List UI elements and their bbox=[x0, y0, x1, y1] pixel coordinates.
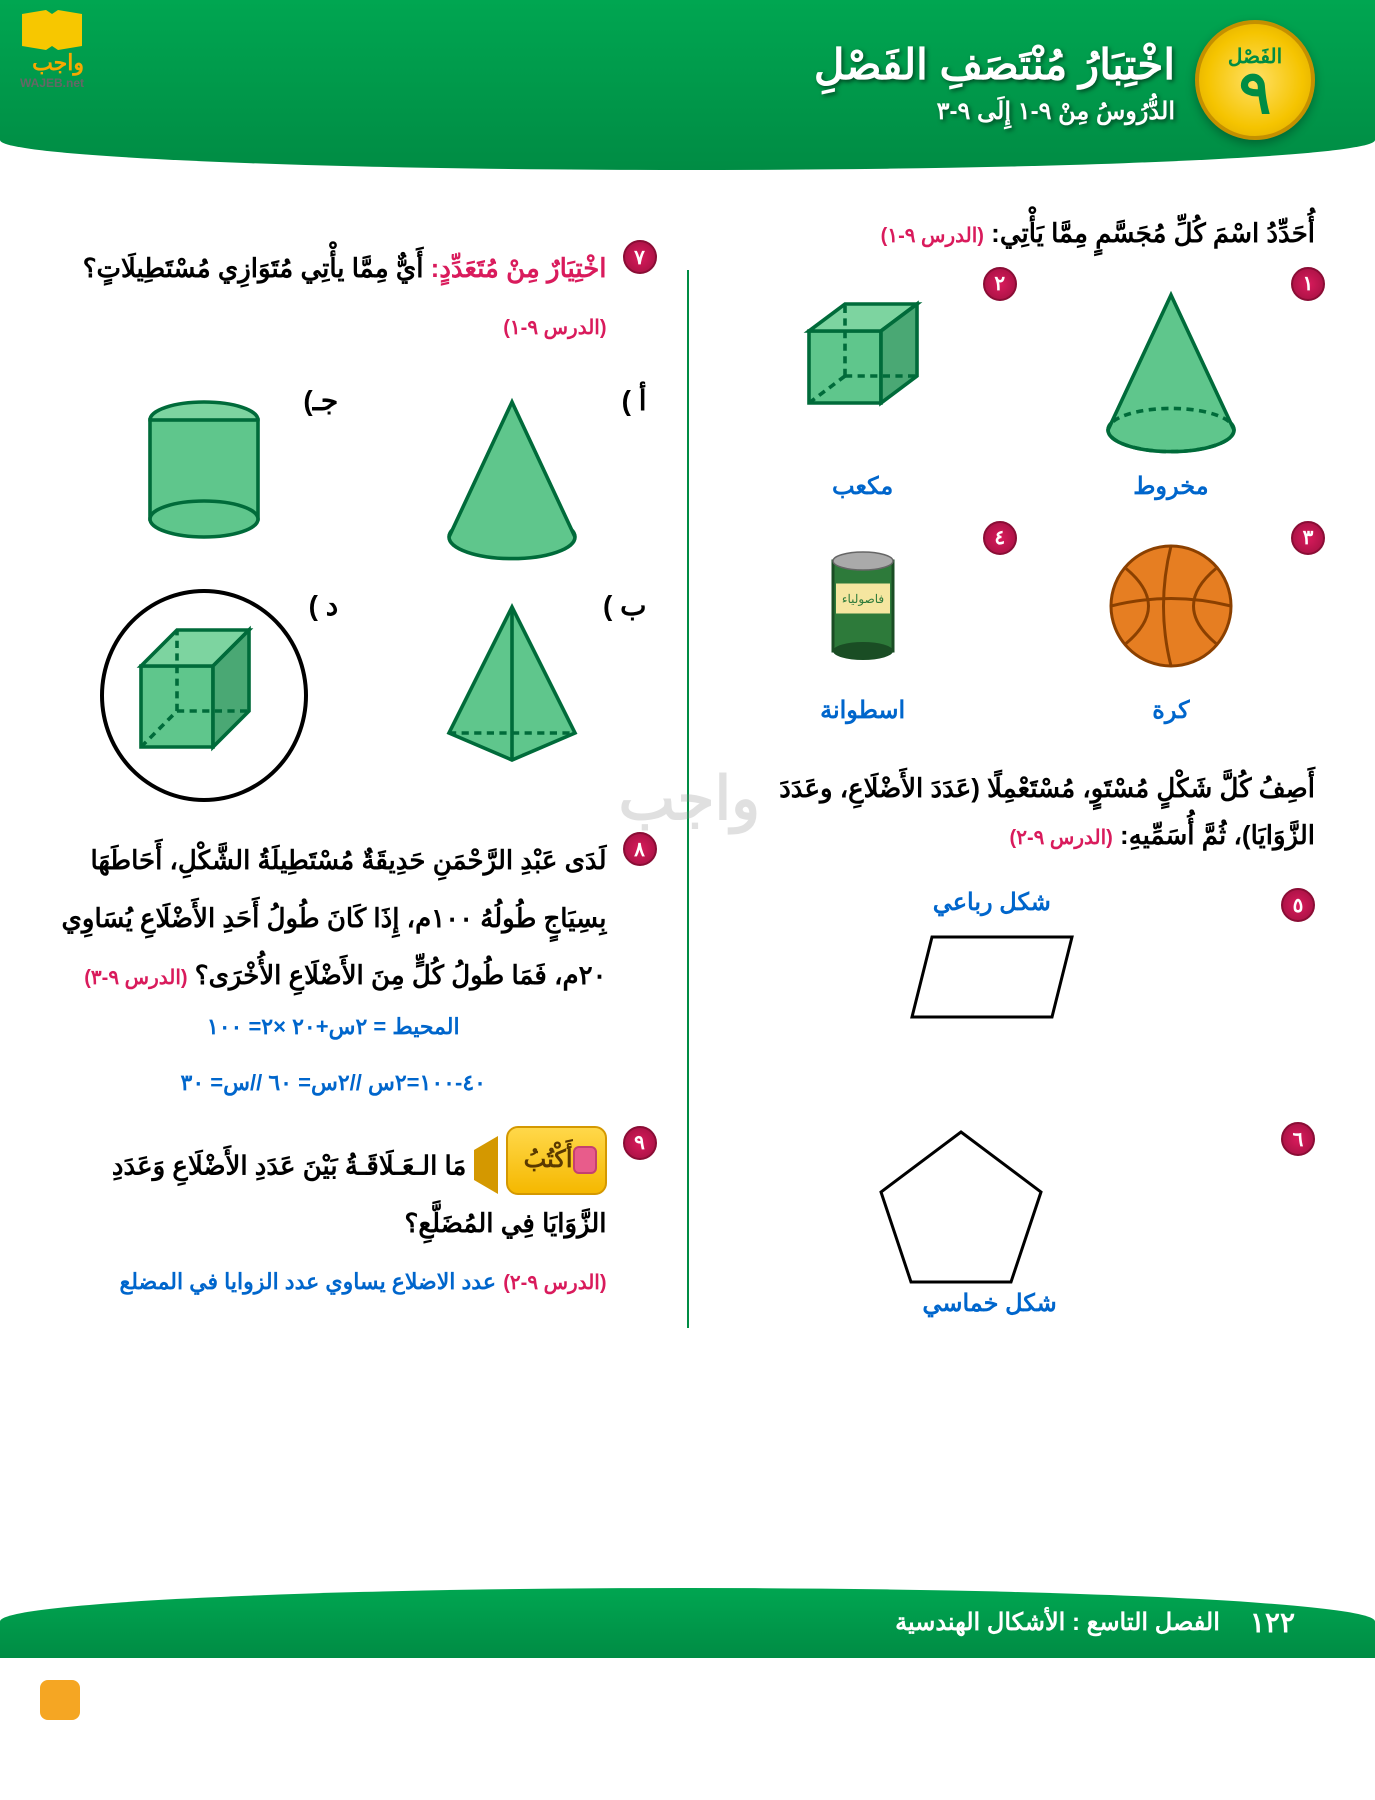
content-area: أُحَدِّدُ اسْمَ كُلِّ مُجَسَّمٍ مِمَّا ي… bbox=[0, 170, 1375, 1388]
page-footer: ١٢٢ الفصل التاسع : الأشكال الهندسية bbox=[0, 1588, 1375, 1658]
cube-icon bbox=[773, 277, 953, 457]
correct-answer-circle bbox=[100, 589, 308, 802]
badge-1: ١ bbox=[1291, 267, 1325, 301]
label-cylinder: اسطوانة bbox=[719, 696, 1007, 725]
mc-a[interactable]: أ ) bbox=[368, 384, 656, 569]
q6-row: ٦ شكل خماسي bbox=[719, 1122, 1316, 1317]
cylinder-option-icon bbox=[114, 384, 294, 564]
q8-answer-2: ٤٠-١٠٠=٢س //٢س= ٦٠ //س= ٣٠ bbox=[60, 1070, 607, 1096]
q5-ref: (الدرس ٩-٢) bbox=[1010, 827, 1113, 849]
footer-text: الفصل التاسع : الأشكال الهندسية bbox=[895, 1608, 1220, 1637]
page-subtitle: الدُّرُوسُ مِنْ ٩-١ إِلَى ٩-٣ bbox=[814, 97, 1175, 126]
shape-cell-cube: ٢ مكعب bbox=[719, 277, 1007, 501]
mc-label-b: ب ) bbox=[603, 589, 646, 622]
mc-d[interactable]: د ) bbox=[60, 589, 348, 802]
label-sphere: كرة bbox=[1027, 696, 1315, 725]
mc-label-c: جـ) bbox=[303, 384, 338, 417]
mc-b[interactable]: ب ) bbox=[368, 589, 656, 802]
q9-ref: (الدرس ٩-٢) bbox=[503, 1272, 606, 1294]
logo-text: واجب bbox=[20, 50, 84, 76]
shape-cell-cylinder: ٤ فاصولياء اسطوانة bbox=[719, 531, 1007, 725]
q8-ref: (الدرس ٩-٣) bbox=[84, 967, 187, 989]
footer-logo-icon bbox=[40, 1680, 80, 1720]
left-column: ٧ اخْتِيَارٌ مِنْ مُتَعَدِّدٍ: أَيٌّ مِم… bbox=[60, 210, 657, 1348]
mc-grid: أ ) جـ) ب ) bbox=[60, 384, 657, 802]
shapes-grid: ١ مخروط ٢ مكعب bbox=[719, 277, 1316, 725]
q7-text: اخْتِيَارٌ مِنْ مُتَعَدِّدٍ: أَيٌّ مِمَّ… bbox=[60, 240, 607, 354]
badge-3: ٣ bbox=[1291, 521, 1325, 555]
badge-9: ٩ bbox=[623, 1126, 657, 1160]
header-title-block: اخْتِبَارُ مُنْتَصَفِ الفَصْلِ الدُّرُوس… bbox=[814, 40, 1175, 126]
q1-intro: أُحَدِّدُ اسْمَ كُلِّ مُجَسَّمٍ مِمَّا ي… bbox=[719, 210, 1316, 257]
badge-8: ٨ bbox=[623, 832, 657, 866]
q9-row: ٩ أَكْتُبُ مَا الـعَـلَاقَـةُ بَيْنَ عَد… bbox=[60, 1126, 657, 1309]
shape-cell-sphere: ٣ كرة bbox=[1027, 531, 1315, 725]
pentagon-icon bbox=[861, 1122, 1061, 1302]
q1-ref: (الدرس ٩-١) bbox=[881, 225, 984, 247]
badge-6: ٦ bbox=[1281, 1122, 1315, 1156]
q5-intro: أَصِفُ كُلَّ شَكْلٍ مُسْتَوٍ، مُسْتَعْمِ… bbox=[719, 765, 1316, 859]
badge-5: ٥ bbox=[1281, 888, 1315, 922]
q9-text: أَكْتُبُ مَا الـعَـلَاقَـةُ بَيْنَ عَدَد… bbox=[60, 1126, 607, 1252]
right-column: أُحَدِّدُ اسْمَ كُلِّ مُجَسَّمٍ مِمَّا ي… bbox=[719, 210, 1316, 1348]
badge-4: ٤ bbox=[983, 521, 1017, 555]
q1-intro-text: أُحَدِّدُ اسْمَ كُلِّ مُجَسَّمٍ مِمَّا ي… bbox=[991, 218, 1315, 248]
eraser-icon bbox=[573, 1146, 597, 1174]
q7-ref: (الدرس ٩-١) bbox=[503, 317, 606, 339]
pyramid-option-icon bbox=[422, 589, 602, 769]
write-button: أَكْتُبُ bbox=[506, 1126, 607, 1195]
logo-sub: WAJEB.net bbox=[20, 76, 84, 90]
page-number: ١٢٢ bbox=[1250, 1606, 1295, 1639]
q9-answer: عدد الاضلاع يساوي عدد الزوايا في المضلع bbox=[120, 1269, 496, 1294]
label-cone: مخروط bbox=[1027, 472, 1315, 501]
q9-refline: (الدرس ٩-٢) عدد الاضلاع يساوي عدد الزواي… bbox=[60, 1252, 607, 1309]
cone-icon bbox=[1081, 277, 1261, 457]
mc-c[interactable]: جـ) bbox=[60, 384, 348, 569]
q8-row: ٨ لَدَى عَبْدِ الرَّحْمَنِ حَدِيقَةٌ مُس… bbox=[60, 832, 657, 1096]
chapter-badge: الفَصْل ٩ bbox=[1195, 20, 1315, 140]
svg-text:فاصولياء: فاصولياء bbox=[841, 592, 883, 606]
page-header: واجب WAJEB.net الفَصْل ٩ اخْتِبَارُ مُنْ… bbox=[0, 0, 1375, 170]
label-quad: شكل رباعي bbox=[719, 888, 1266, 917]
q8-text: لَدَى عَبْدِ الرَّحْمَنِ حَدِيقَةٌ مُسْت… bbox=[60, 832, 607, 1004]
column-divider bbox=[687, 270, 689, 1328]
q5-row: ٥ شكل رباعي bbox=[719, 888, 1316, 1042]
write-label: أَكْتُبُ bbox=[524, 1134, 573, 1187]
q7-body: أَيٌّ مِمَّا يأْتِي مُتَوَازِي مُسْتَطِي… bbox=[83, 253, 424, 283]
parallelogram-icon bbox=[892, 917, 1092, 1037]
badge-7: ٧ bbox=[623, 240, 657, 274]
chapter-number: ٩ bbox=[1239, 69, 1271, 117]
pencil-tip-icon bbox=[474, 1136, 498, 1194]
book-icon bbox=[22, 10, 82, 50]
label-cube: مكعب bbox=[719, 472, 1007, 501]
badge-2: ٢ bbox=[983, 267, 1017, 301]
mc-label-d: د ) bbox=[309, 589, 339, 622]
q7-title: اخْتِيَارٌ مِنْ مُتَعَدِّدٍ: bbox=[431, 253, 607, 283]
basketball-icon bbox=[1096, 531, 1246, 681]
page-title: اخْتِبَارُ مُنْتَصَفِ الفَصْلِ bbox=[814, 40, 1175, 89]
cone-option-icon bbox=[422, 384, 602, 564]
wajeb-logo: واجب WAJEB.net bbox=[20, 10, 84, 90]
q8-answer-1: المحيط = ٢س+٢٠ ×٢= ١٠٠ bbox=[60, 1014, 607, 1040]
shape-cell-cone: ١ مخروط bbox=[1027, 277, 1315, 501]
q7-row: ٧ اخْتِيَارٌ مِنْ مُتَعَدِّدٍ: أَيٌّ مِم… bbox=[60, 240, 657, 354]
mc-label-a: أ ) bbox=[622, 384, 647, 417]
cuboid-option-icon bbox=[114, 603, 294, 783]
can-icon: فاصولياء bbox=[788, 531, 938, 681]
